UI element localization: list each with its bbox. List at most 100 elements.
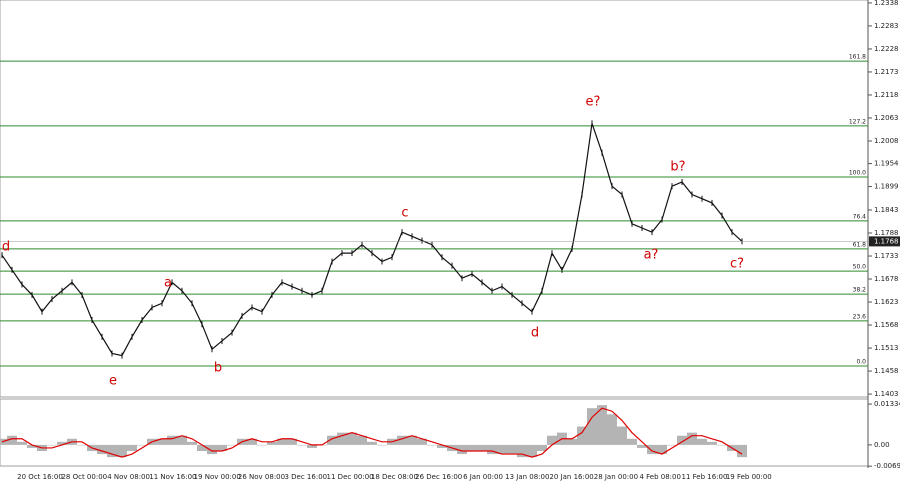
osc-bar	[527, 444, 537, 458]
y-tick-label: 1.1899	[874, 183, 899, 191]
osc-bar	[427, 444, 437, 446]
osc-y-tick-label: 0.00	[874, 441, 890, 449]
x-tick-label: 6 Jan 00:00	[463, 473, 503, 481]
y-tick-label: 1.2063	[874, 114, 899, 122]
wave-label: d	[2, 240, 10, 255]
wave-label: e?	[586, 95, 601, 110]
y-tick-label: 1.1568	[874, 321, 899, 329]
osc-bar	[657, 444, 667, 455]
x-tick-label: 26 Nov 08:00	[238, 473, 285, 481]
y-tick-label: 1.1623	[874, 298, 899, 306]
osc-bar	[157, 438, 167, 445]
osc-bar	[567, 438, 577, 445]
osc-bar	[537, 444, 547, 452]
wave-label: e	[109, 374, 117, 389]
osc-bar	[477, 444, 487, 452]
y-tick-label: 1.1403	[874, 390, 899, 398]
osc-bar	[617, 426, 627, 445]
osc-bar	[497, 444, 507, 455]
x-tick-label: 19 Feb 00:00	[726, 473, 772, 481]
fib-label: 161.8	[849, 54, 866, 61]
osc-bar	[287, 438, 297, 445]
x-tick-label: 20 Oct 16:00	[17, 473, 63, 481]
osc-signal	[1, 407, 743, 458]
fib-label: 76.4	[853, 213, 867, 220]
osc-bar	[17, 441, 27, 445]
fib-label: 0.0	[856, 359, 866, 366]
osc-bar	[117, 444, 127, 458]
y-tick-label: 1.1513	[874, 344, 899, 352]
osc-bar	[7, 435, 17, 445]
osc-bar	[197, 444, 207, 452]
osc-bar	[407, 435, 417, 445]
x-tick-label: 11 Feb 16:00	[682, 473, 728, 481]
osc-bar	[57, 441, 67, 445]
fib-label: 100.0	[849, 169, 866, 176]
osc-bar	[127, 444, 137, 452]
x-tick-label: 28 Jan 00:00	[594, 473, 638, 481]
y-tick-label: 1.1678	[874, 275, 899, 283]
x-tick-label: 20 Jan 16:00	[549, 473, 593, 481]
wave-label: b	[214, 361, 222, 376]
osc-bar	[547, 435, 557, 445]
osc-bar	[297, 444, 307, 446]
osc-bar	[97, 444, 107, 455]
osc-bar	[647, 444, 657, 455]
osc-bar	[577, 426, 587, 445]
y-tick-label: 1.2008	[874, 137, 899, 145]
osc-bar	[687, 432, 697, 445]
current-price-label: 1.1768	[874, 237, 899, 245]
y-tick-label: 1.1733	[874, 252, 899, 260]
y-tick-label: 1.2118	[874, 91, 899, 99]
wave-label: c?	[730, 257, 744, 272]
osc-bar	[257, 444, 267, 446]
osc-bar	[177, 435, 187, 445]
osc-bar	[357, 435, 367, 445]
y-tick-label: 1.2338	[874, 0, 899, 7]
x-tick-label: 28 Oct 00:00	[61, 473, 107, 481]
osc-bar	[307, 444, 317, 448]
osc-bar	[417, 438, 427, 445]
osc-bar	[717, 444, 727, 446]
main-panel	[0, 0, 869, 398]
osc-bar	[597, 405, 607, 445]
osc-bar	[457, 444, 467, 455]
fib-label: 50.0	[853, 264, 867, 271]
osc-bar	[397, 435, 407, 445]
osc-bar	[277, 438, 287, 445]
osc-bar	[27, 444, 37, 448]
osc-y-tick-label: 0.01334	[874, 400, 900, 408]
x-tick-label: 11 Dec 00:00	[327, 473, 374, 481]
osc-bar	[217, 444, 227, 452]
osc-bar	[467, 444, 477, 452]
y-tick-label: 1.1843	[874, 206, 899, 214]
y-tick-label: 1.2283	[874, 22, 899, 30]
osc-bar	[737, 444, 747, 458]
osc-bar	[637, 444, 647, 448]
osc-bar	[697, 438, 707, 445]
wave-label: b?	[670, 160, 685, 175]
osc-bar	[107, 444, 117, 458]
osc-bar	[507, 444, 517, 455]
osc-y-tick-label: -0.00695	[874, 462, 900, 470]
x-tick-label: 19 Nov 00:00	[194, 473, 241, 481]
wave-label: a	[164, 276, 172, 291]
osc-bar	[247, 438, 257, 445]
osc-bar	[207, 444, 217, 455]
osc-bar	[137, 444, 147, 446]
osc-bar	[267, 441, 277, 445]
wave-label: c	[401, 206, 408, 221]
osc-bar	[227, 444, 237, 446]
osc-bar	[167, 435, 177, 445]
osc-bar	[47, 444, 57, 446]
osc-bar	[437, 444, 447, 448]
osc-bar	[707, 441, 717, 445]
x-tick-label: 4 Nov 08:00	[107, 473, 150, 481]
y-tick-label: 1.1954	[874, 160, 899, 168]
y-tick-label: 1.1788	[874, 229, 899, 237]
osc-bar	[607, 414, 617, 445]
fib-label: 127.2	[849, 118, 866, 125]
osc-bar	[347, 432, 357, 445]
fib-label: 61.8	[853, 241, 867, 248]
